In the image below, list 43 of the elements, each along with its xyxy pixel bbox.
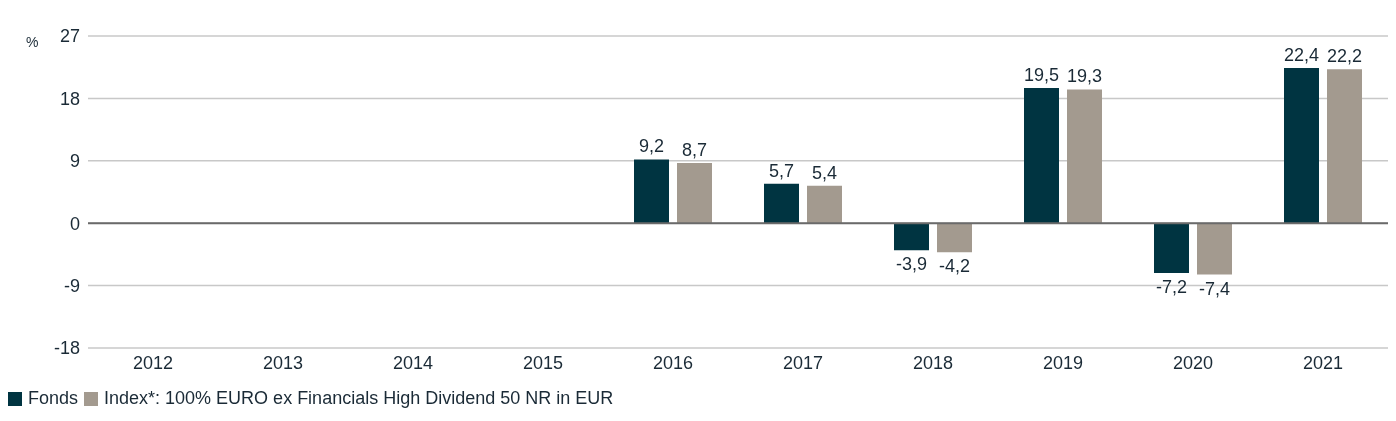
y-tick-label: 18 [59,88,80,109]
x-tick-label: 2012 [132,352,174,373]
data-label: 8,7 [681,139,708,160]
data-label: -7,2 [1155,277,1188,298]
x-tick-label: 2018 [912,352,954,373]
y-tick-label: 0 [69,213,80,234]
data-label: 19,5 [1023,65,1060,85]
x-tick-label: 2020 [1172,352,1214,373]
data-label: 22,4 [1283,44,1320,65]
bar [1284,67,1319,224]
data-label: 5,7 [768,160,795,181]
x-tick-label: 2015 [522,352,564,373]
x-tick-label: 2021 [1302,352,1344,373]
y-tick-label: 27 [59,26,80,47]
bar [1197,223,1232,275]
x-tick-label: 2017 [782,352,824,373]
bar [764,183,799,224]
data-label: -4,2 [938,256,971,277]
y-tick-label: -9 [63,275,80,296]
bar [634,159,669,224]
data-label: 19,3 [1066,66,1103,87]
bar [894,223,929,251]
legend-label: Fonds [27,388,79,409]
x-tick-label: 2013 [262,352,304,373]
bar [1067,89,1102,224]
y-tick-label: 9 [69,151,80,172]
x-tick-label: 2016 [652,352,694,373]
bar [1327,69,1362,224]
bar [937,223,972,253]
x-tick-label: 2019 [1042,352,1084,373]
data-label: -3,9 [895,254,928,275]
y-tick-label: -18 [53,338,80,359]
y-axis-title: % [26,34,39,50]
legend-label: Index*: 100% EURO ex Financials High Dividend 50 NR in EUR [103,388,614,409]
bar [1024,88,1059,224]
bar [677,162,712,224]
data-label: 22,2 [1326,46,1363,67]
x-tick-label: 2014 [392,352,434,373]
bar [1154,223,1189,274]
data-label: -7,4 [1198,278,1231,299]
data-label: 5,4 [811,162,838,183]
data-label: 9,2 [638,136,665,157]
bar [807,185,842,224]
